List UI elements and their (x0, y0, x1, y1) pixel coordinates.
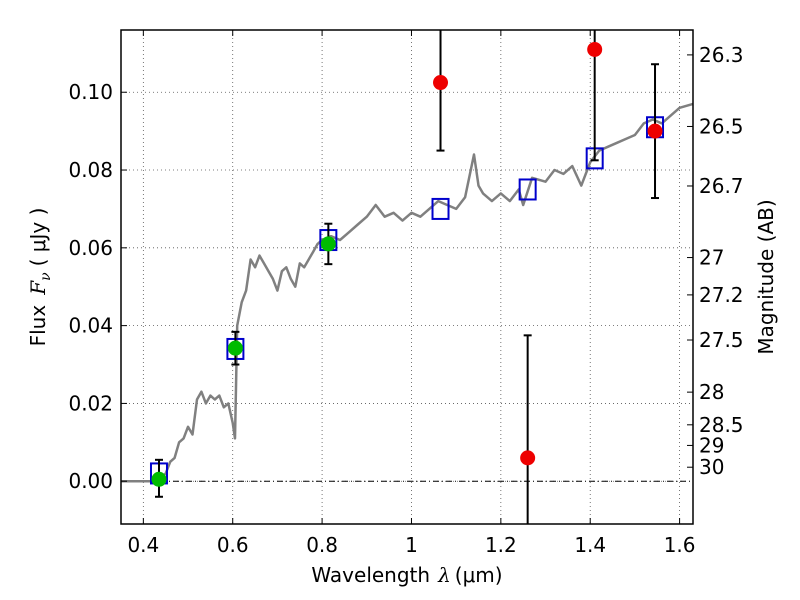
x-axis-label: Wavelength λ (μm) (311, 563, 502, 587)
detected-point (151, 471, 167, 487)
y-tick-label: 0.10 (68, 80, 113, 104)
x-tick-label: 0.8 (306, 533, 338, 557)
x-tick-label: 0.4 (127, 533, 159, 557)
series (121, 30, 694, 524)
y-tick-label: 0.02 (68, 391, 113, 415)
upper-limit-point (647, 123, 663, 139)
plot-background (121, 30, 693, 524)
upper-limit-point (433, 75, 449, 91)
y2-tick-label: 30 (699, 455, 724, 479)
y2-axis-label: Magnitude (AB) (754, 199, 778, 354)
y2-tick-label: 28 (699, 380, 724, 404)
y-tick-label: 0.00 (68, 469, 113, 493)
x-axis: 0.4 0.6 0.8 1 1.2 1.4 1.6 (127, 30, 696, 557)
y-tick-label: 0.04 (68, 314, 113, 338)
x-tick-label: 1.4 (574, 533, 606, 557)
y2-tick-label: 26.7 (699, 174, 744, 198)
y2-tick-label: 27.2 (699, 283, 744, 307)
y2-tick-label: 27 (699, 246, 724, 270)
model-spectrum-line (121, 102, 694, 483)
model-photometry-box (518, 178, 537, 201)
y-tick-label: 0.08 (68, 158, 113, 182)
x-tick-label: 1 (405, 533, 418, 557)
x-tick-label: 1.6 (664, 533, 696, 557)
y-tick-label: 0.06 (68, 236, 113, 260)
y2-tick-label: 26.3 (699, 43, 744, 67)
model-photometry-box (431, 197, 450, 220)
detected-point (320, 236, 336, 252)
x-tick-label: 0.6 (217, 533, 249, 557)
detected-point (227, 340, 243, 356)
y-axis-label: FluxFν( μJy ) (26, 208, 54, 347)
grid (121, 30, 693, 524)
y2-tick-label: 27.5 (699, 328, 744, 352)
y2-tick-label: 26.5 (699, 114, 744, 138)
x-tick-label: 1.2 (485, 533, 517, 557)
y2-tick-label: 28.5 (699, 413, 744, 437)
y2-tick-label: 29 (699, 433, 724, 457)
upper-limit-point (520, 450, 536, 466)
plot-frame (120, 29, 694, 525)
y-axis: 0.00 0.02 0.04 0.06 0.08 0.10 (68, 80, 127, 493)
upper-limit-point (587, 41, 603, 57)
